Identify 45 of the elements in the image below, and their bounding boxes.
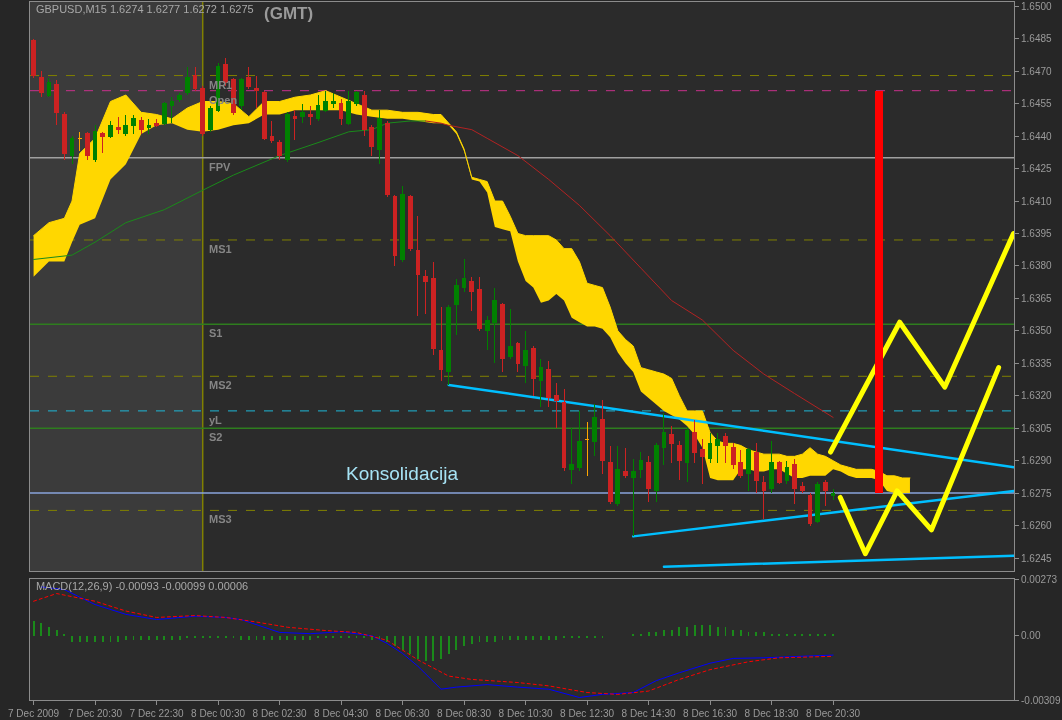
annotation: (GMT) — [264, 4, 314, 23]
x-tick-label: 8 Dec 04:30 — [314, 708, 369, 719]
y-tick-label: 1.6350 — [1021, 325, 1053, 337]
annotation: Konsolidacija — [346, 463, 459, 484]
x-tick-label: 8 Dec 06:30 — [375, 708, 430, 719]
y-tick-label: 1.6470 — [1021, 65, 1053, 77]
ref-line-label: S1 — [209, 327, 223, 339]
y-tick-label: 1.6320 — [1021, 390, 1053, 402]
x-tick-label: 7 Dec 2009 — [8, 708, 60, 719]
ref-line-label: FPV — [209, 161, 232, 173]
ref-line-label: MS3 — [209, 513, 232, 525]
x-tick-label: 8 Dec 14:30 — [621, 708, 676, 719]
y-tick-label: -0.00309 — [1021, 694, 1061, 706]
chart-title: MACD(12,26,9) -0.00093 -0.00099 0.00006 — [35, 579, 249, 592]
ref-line-label: yL — [209, 414, 223, 426]
x-tick-label: 8 Dec 08:30 — [437, 708, 492, 719]
x-tick-label: 8 Dec 12:30 — [560, 708, 615, 719]
y-tick-label: 1.6395 — [1021, 227, 1053, 239]
x-tick-label: 8 Dec 10:30 — [498, 708, 553, 719]
y-tick-label: 1.6380 — [1021, 260, 1053, 272]
y-tick-label: 1.6335 — [1021, 357, 1053, 369]
y-tick-label: 1.6455 — [1021, 98, 1053, 110]
x-tick-label: 8 Dec 02:30 — [252, 708, 307, 719]
ref-line-label: MS1 — [209, 243, 232, 255]
y-tick-label: 1.6425 — [1021, 163, 1053, 175]
x-tick-label: 8 Dec 16:30 — [683, 708, 738, 719]
y-tick-label: 1.6305 — [1021, 422, 1053, 434]
y-tick-label: 1.6290 — [1021, 455, 1053, 467]
y-tick-label: 1.6410 — [1021, 195, 1053, 207]
ref-line-label: MS2 — [209, 379, 232, 391]
y-tick-label: 1.6275 — [1021, 487, 1053, 499]
y-tick-label: 0.00273 — [1021, 573, 1058, 585]
x-tick-label: 8 Dec 20:30 — [806, 708, 861, 719]
x-tick-label: 7 Dec 22:30 — [129, 708, 184, 719]
y-tick-label: 0.00 — [1021, 630, 1041, 642]
y-tick-label: 1.6485 — [1021, 33, 1053, 45]
y-tick-label: 1.6245 — [1021, 552, 1053, 564]
x-tick-label: 8 Dec 00:30 — [191, 708, 246, 719]
y-tick-label: 1.6260 — [1021, 520, 1053, 532]
x-tick-label: 7 Dec 20:30 — [68, 708, 123, 719]
ref-line-label: S2 — [209, 431, 223, 443]
y-tick-label: 1.6500 — [1021, 0, 1053, 12]
y-tick-label: 1.6365 — [1021, 292, 1053, 304]
y-tick-label: 1.6440 — [1021, 130, 1053, 142]
x-tick-label: 8 Dec 18:30 — [744, 708, 799, 719]
